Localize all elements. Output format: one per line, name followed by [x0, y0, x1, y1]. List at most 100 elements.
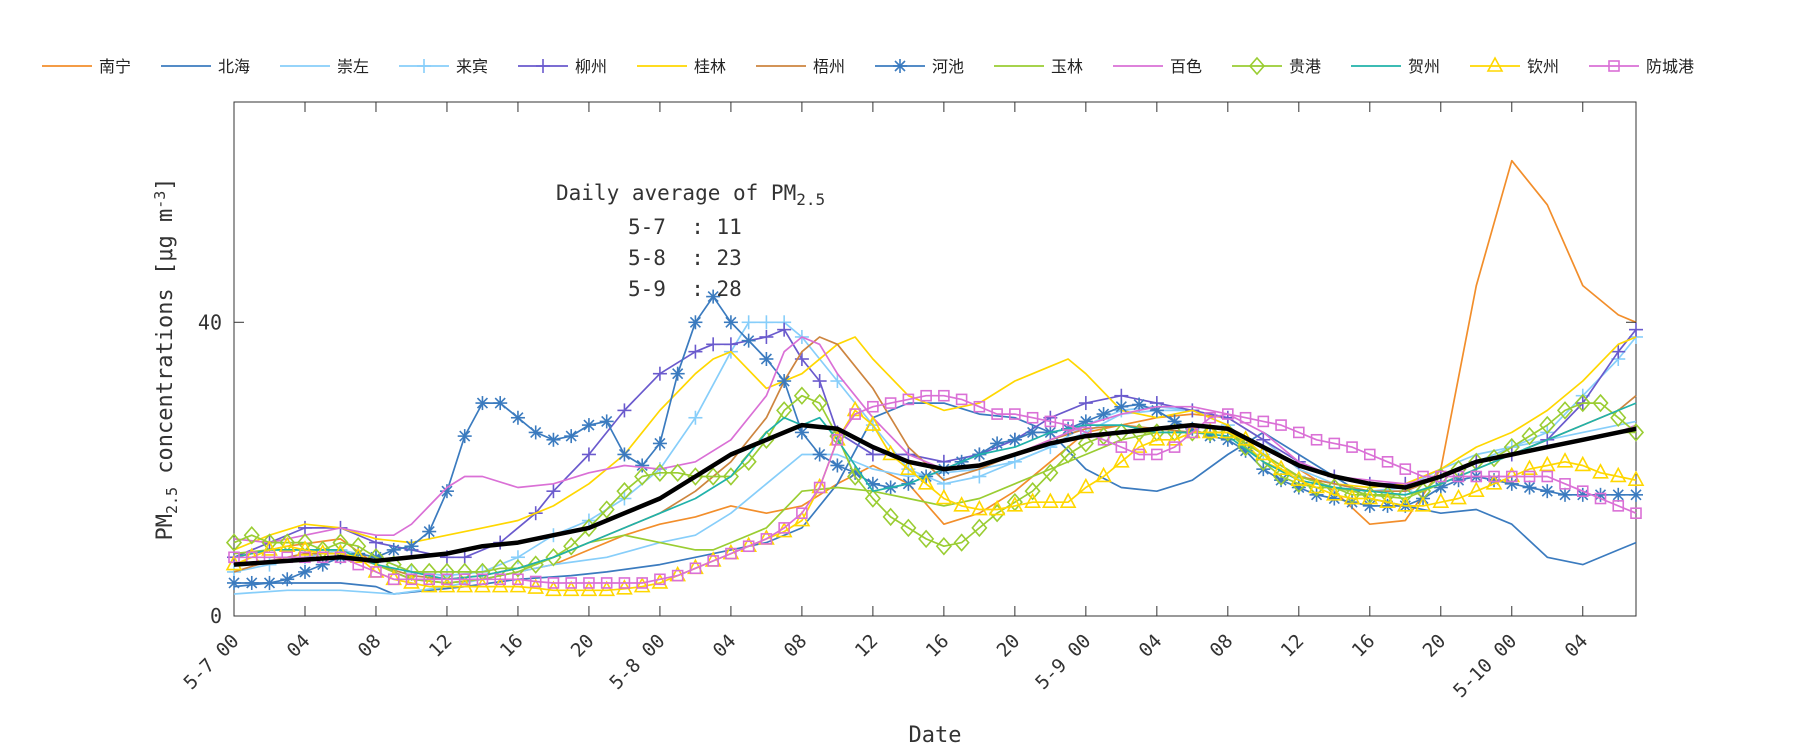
- square-marker: [1239, 411, 1252, 424]
- square-marker: [494, 573, 507, 586]
- x-tick-label: 5-8 00: [605, 630, 669, 694]
- legend-entry: 崇左: [280, 57, 369, 76]
- star-marker: [635, 458, 650, 473]
- star-marker: [1327, 491, 1342, 506]
- star-marker-d2: [1541, 485, 1553, 497]
- star-marker: [386, 542, 401, 557]
- square-marker: [778, 522, 790, 534]
- square-marker: [742, 540, 755, 553]
- square-marker: [600, 577, 613, 589]
- plus-marker: [812, 374, 827, 389]
- legend-entry: 钦州: [1470, 56, 1559, 76]
- square-marker: [1328, 437, 1341, 450]
- annotation-line: 5-7 : 11: [628, 215, 742, 239]
- x-tick-label: 04: [709, 630, 741, 662]
- diamond-marker: [918, 529, 935, 549]
- triangle-marker: [1201, 422, 1219, 439]
- triangle-marker: [491, 576, 509, 593]
- diamond-marker: [935, 537, 952, 556]
- triangle-marker: [1485, 474, 1503, 490]
- star-marker-d2: [796, 426, 808, 438]
- diamond-marker: [882, 507, 899, 527]
- star-marker: [812, 447, 827, 462]
- star-marker: [794, 425, 809, 440]
- x-tick-label: 5-10 00: [1449, 630, 1521, 702]
- square-marker: [636, 577, 648, 589]
- legend: 南宁 北海 崇左 来宾 柳州 桂林 梧州 河池 玉林 百色 贵港 贺州 钦州 防城港: [42, 56, 1694, 76]
- diamond-marker: [971, 518, 988, 538]
- series-河池: [227, 289, 1643, 590]
- legend-entry: 防城港: [1589, 57, 1694, 76]
- square-marker: [1026, 411, 1039, 424]
- series-南宁: [233, 159, 1637, 584]
- legend-label: 崇左: [337, 57, 369, 76]
- star-marker-d2: [760, 353, 772, 365]
- plus-marker: [536, 59, 550, 73]
- star-marker: [706, 289, 721, 304]
- square-marker: [1559, 478, 1571, 490]
- star-marker: [493, 396, 508, 411]
- star-marker: [244, 575, 259, 590]
- star-marker: [1540, 484, 1555, 499]
- x-tick-label: 08: [1206, 630, 1238, 662]
- series-line: [234, 295, 1636, 584]
- legend-label: 百色: [1170, 57, 1202, 76]
- diamond-marker: [1077, 434, 1094, 453]
- diamond-marker: [1610, 408, 1627, 427]
- series-line: [233, 422, 1637, 567]
- star-marker-d2: [1275, 474, 1287, 486]
- plus-marker: [741, 315, 756, 330]
- y-tick-label: 40: [198, 310, 222, 334]
- star-marker-d2: [547, 434, 560, 446]
- diamond-marker: [1042, 463, 1059, 483]
- plus-marker: [759, 329, 774, 344]
- square-marker: [1576, 485, 1589, 497]
- legend-entry: 柳州: [518, 57, 607, 76]
- diamond-marker: [563, 537, 580, 556]
- diamond-marker: [243, 526, 260, 545]
- plus-marker: [457, 550, 472, 565]
- square-marker: [370, 566, 382, 578]
- triangle-marker: [1574, 455, 1592, 472]
- star-marker: [1611, 487, 1626, 502]
- square-marker: [1275, 419, 1287, 431]
- series-line: [233, 409, 1637, 592]
- diamond-marker: [1574, 393, 1591, 413]
- square-marker: [441, 573, 453, 586]
- triangle-marker: [633, 576, 651, 593]
- plus-marker: [972, 469, 987, 484]
- triangle-marker: [1361, 488, 1379, 505]
- star-marker-d2: [672, 368, 684, 380]
- square-marker: [849, 408, 861, 420]
- star-marker-d2: [814, 448, 826, 461]
- triangle-marker: [1042, 492, 1059, 508]
- star-marker-d2: [725, 316, 737, 328]
- square-marker: [476, 573, 489, 586]
- square-marker: [1186, 426, 1199, 439]
- star-marker: [262, 575, 277, 590]
- plus-marker: [688, 410, 703, 425]
- triangle-marker: [953, 496, 970, 512]
- diamond-marker: [1592, 393, 1609, 413]
- diamond-marker: [1024, 481, 1041, 501]
- triangle-marker: [1254, 444, 1272, 461]
- plus-marker: [777, 322, 792, 337]
- star-marker-d2: [1080, 415, 1092, 427]
- star-marker-d2: [1364, 500, 1376, 512]
- triangle-marker: [1343, 488, 1361, 505]
- square-marker: [387, 573, 400, 586]
- diamond-marker: [350, 537, 367, 556]
- diamond-marker: [864, 489, 881, 508]
- series-桂林: [233, 336, 1637, 551]
- square-marker: [1257, 415, 1270, 428]
- series-百色: [233, 336, 1637, 544]
- star-marker: [865, 476, 880, 491]
- star-marker-d2: [1115, 401, 1127, 413]
- triangle-marker: [580, 580, 598, 597]
- star-marker-d2: [654, 437, 666, 450]
- triangle-marker: [1521, 459, 1538, 475]
- plus-marker: [652, 366, 667, 381]
- diamond-marker: [722, 467, 739, 486]
- legend-label: 玉林: [1051, 57, 1083, 76]
